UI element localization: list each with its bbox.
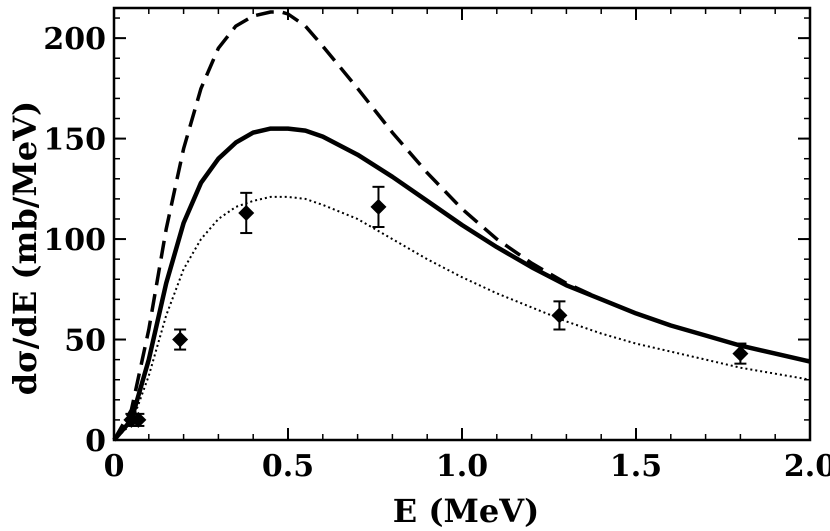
data-point [238, 204, 255, 221]
y-tick-label: 50 [64, 324, 106, 359]
data-point [130, 411, 147, 428]
data-point [370, 198, 387, 215]
x-tick-label: 1.0 [436, 449, 488, 484]
data-point [551, 307, 568, 324]
y-tick-label: 150 [43, 123, 106, 158]
x-tick-label: 2.0 [784, 449, 830, 484]
data-point [172, 331, 189, 348]
data-point [732, 345, 749, 362]
y-tick-label: 200 [43, 22, 106, 57]
plot-area [112, 6, 812, 442]
y-axis-label: dσ/dE (mb/MeV) [6, 101, 44, 395]
y-axis-ticks: 0 50 100 150 200 [43, 17, 810, 459]
dotted-curve [113, 195, 811, 441]
x-axis-label: E (MeV) [393, 492, 539, 530]
x-axis-ticks: 0 0.5 1.0 1.5 2.0 [104, 8, 830, 484]
y-tick-label: 100 [43, 223, 106, 258]
x-tick-label: 0 [104, 449, 125, 484]
x-tick-label: 0.5 [262, 449, 314, 484]
y-tick-label: 0 [85, 424, 106, 459]
x-tick-label: 1.5 [610, 449, 662, 484]
solid-curve [112, 126, 811, 442]
